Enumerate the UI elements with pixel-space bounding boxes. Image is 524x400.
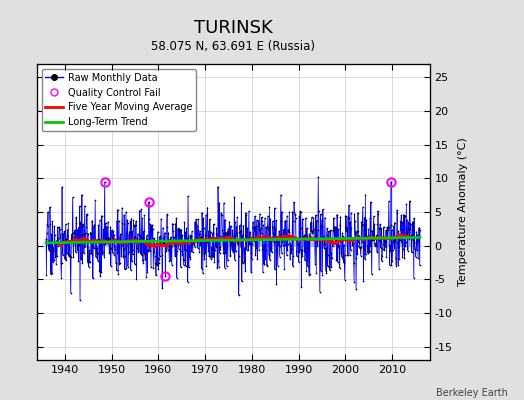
Legend: Raw Monthly Data, Quality Control Fail, Five Year Moving Average, Long-Term Tren: Raw Monthly Data, Quality Control Fail, … <box>41 69 196 131</box>
Text: Berkeley Earth: Berkeley Earth <box>436 388 508 398</box>
Text: 58.075 N, 63.691 E (Russia): 58.075 N, 63.691 E (Russia) <box>151 40 315 53</box>
Y-axis label: Temperature Anomaly (°C): Temperature Anomaly (°C) <box>458 138 468 286</box>
Title: TURINSK: TURINSK <box>194 20 272 38</box>
